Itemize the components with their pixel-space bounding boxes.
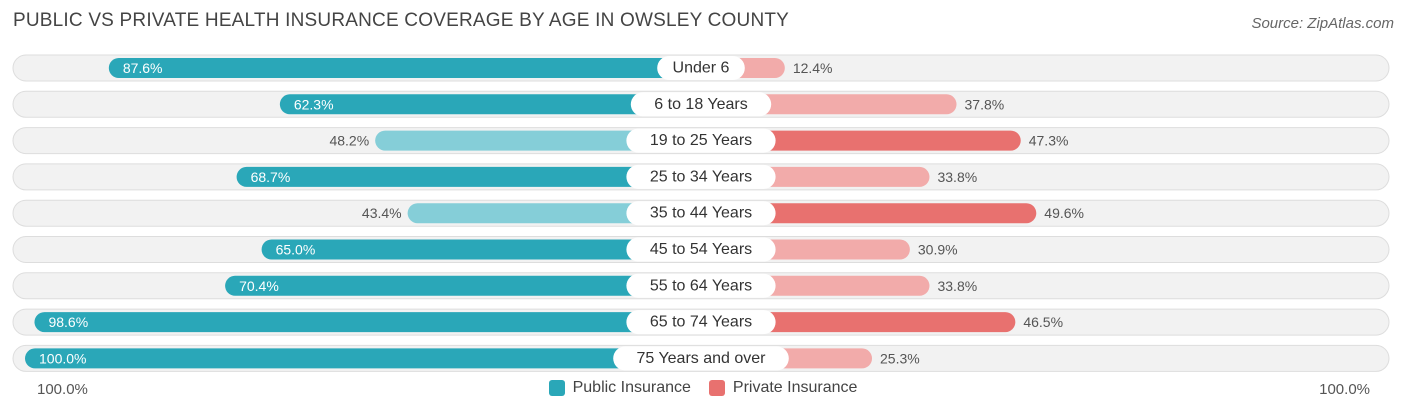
public-value-label: 70.4% — [239, 278, 279, 294]
public-value-label: 87.6% — [123, 60, 163, 76]
private-value-label: 37.8% — [965, 96, 1005, 112]
category-pill — [626, 128, 776, 153]
category-label: 25 to 34 Years — [650, 168, 752, 185]
private-value-label: 46.5% — [1023, 314, 1063, 330]
axis-left-label: 100.0% — [37, 381, 88, 398]
legend-item-public[interactable]: Public Insurance — [548, 379, 691, 397]
private-bar — [701, 312, 1016, 333]
category-pill — [630, 92, 772, 117]
private-bar — [701, 130, 1021, 151]
public-bar — [279, 94, 701, 115]
public-bar — [375, 130, 701, 151]
private-value-label: 25.3% — [880, 350, 920, 366]
private-value-label: 33.8% — [937, 169, 977, 185]
public-bar — [236, 166, 701, 187]
public-value-label: 100.0% — [39, 350, 86, 366]
public-value-label: 48.2% — [329, 133, 369, 149]
public-bar — [261, 239, 701, 260]
public-value-label: 65.0% — [276, 242, 316, 258]
category-label: 45 to 54 Years — [650, 241, 752, 258]
legend-swatch-public — [548, 380, 565, 396]
public-value-label: 43.4% — [362, 205, 402, 221]
private-value-label: 33.8% — [937, 278, 977, 294]
category-pill — [626, 273, 776, 298]
category-label: 55 to 64 Years — [650, 277, 752, 294]
category-pill — [613, 346, 789, 371]
legend-label-private: Private Insurance — [732, 379, 858, 396]
public-value-label: 62.3% — [294, 96, 334, 112]
category-label: Under 6 — [673, 60, 730, 77]
category-label: 75 Years and over — [637, 350, 767, 367]
legend-item-private[interactable]: Private Insurance — [708, 379, 858, 397]
private-value-label: 12.4% — [793, 60, 833, 76]
axis-right-label: 100.0% — [1319, 381, 1370, 398]
private-value-label: 49.6% — [1044, 205, 1084, 221]
category-pill — [657, 56, 745, 80]
public-bar — [108, 58, 702, 78]
public-bar — [34, 312, 702, 333]
legend: Public Insurance Private Insurance — [0, 379, 1406, 397]
public-value-label: 98.6% — [48, 314, 88, 330]
category-pill — [626, 237, 776, 262]
private-value-label: 47.3% — [1029, 133, 1069, 149]
private-bar — [701, 203, 1037, 224]
category-label: 35 to 44 Years — [650, 205, 752, 222]
category-label: 65 to 74 Years — [650, 314, 752, 331]
chart-title: PUBLIC VS PRIVATE HEALTH INSURANCE COVER… — [13, 10, 790, 31]
category-pill — [626, 164, 776, 189]
category-label: 19 to 25 Years — [650, 132, 752, 149]
category-pill — [626, 201, 776, 226]
legend-label-public: Public Insurance — [572, 379, 691, 396]
public-bar — [25, 348, 701, 369]
private-value-label: 30.9% — [918, 242, 958, 258]
public-bar — [225, 275, 701, 296]
public-value-label: 68.7% — [251, 169, 291, 185]
category-label: 6 to 18 Years — [654, 96, 747, 113]
legend-swatch-private — [708, 380, 725, 396]
category-pill — [626, 310, 776, 335]
chart-source: Source: ZipAtlas.com — [1251, 15, 1394, 32]
chart-area: 87.6% 12.4% Under 6 62.3% 37.8% 6 to 18 Years… — [12, 54, 1390, 372]
